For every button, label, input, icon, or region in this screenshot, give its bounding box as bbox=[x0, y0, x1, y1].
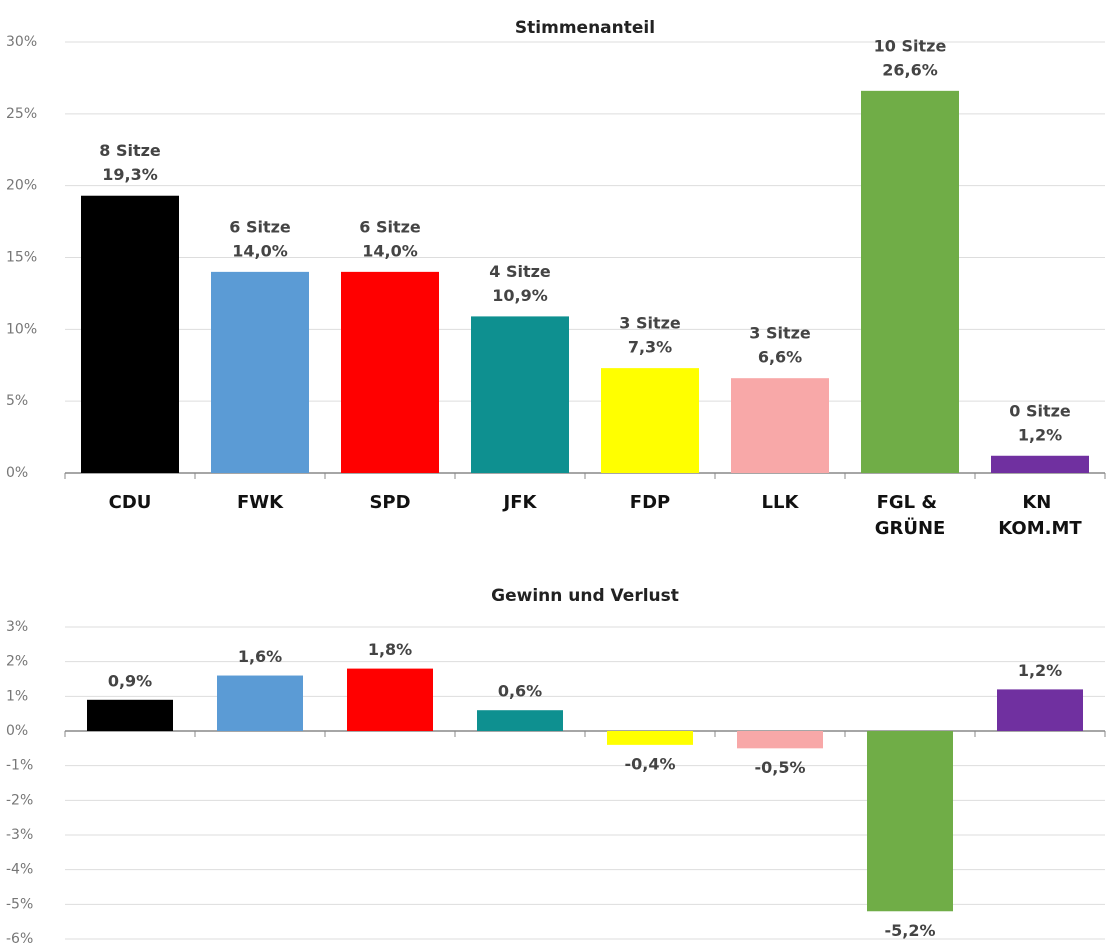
value-label: -0,4% bbox=[624, 754, 675, 773]
y-tick-label: 3% bbox=[6, 619, 28, 635]
seat-label: 6 Sitze bbox=[229, 217, 291, 236]
value-label: -5,2% bbox=[884, 921, 935, 940]
y-tick-label: 1% bbox=[6, 688, 28, 704]
bar bbox=[471, 316, 569, 473]
bar bbox=[477, 710, 563, 731]
seat-label: 8 Sitze bbox=[99, 141, 161, 160]
value-label: 7,3% bbox=[628, 338, 672, 357]
y-tick-label: -5% bbox=[6, 896, 33, 912]
value-label: 1,8% bbox=[368, 640, 412, 659]
y-tick-label: -6% bbox=[6, 931, 33, 944]
y-tick-label: 2% bbox=[6, 654, 28, 670]
value-label: 0,9% bbox=[108, 671, 152, 690]
y-tick-label: 25% bbox=[6, 106, 37, 122]
bar bbox=[731, 378, 829, 473]
bar bbox=[81, 195, 179, 473]
seat-label: 3 Sitze bbox=[619, 314, 681, 333]
seat-label: 4 Sitze bbox=[489, 262, 551, 281]
value-label: -0,5% bbox=[754, 758, 805, 777]
x-tick-label: FDP bbox=[630, 492, 670, 513]
y-tick-label: -4% bbox=[6, 862, 33, 878]
y-tick-label: -3% bbox=[6, 827, 33, 843]
value-label: 26,6% bbox=[882, 60, 938, 79]
x-tick-label: FWK bbox=[237, 492, 284, 513]
bar bbox=[347, 668, 433, 731]
y-tick-label: 0% bbox=[6, 465, 28, 481]
bar bbox=[861, 90, 959, 473]
y-tick-label: 5% bbox=[6, 393, 28, 409]
y-tick-label: 10% bbox=[6, 321, 37, 337]
x-tick-label: SPD bbox=[369, 492, 410, 513]
chart-title: Gewinn und Verlust bbox=[491, 586, 679, 606]
x-tick-label: CDU bbox=[109, 492, 152, 513]
value-label: 1,2% bbox=[1018, 661, 1062, 680]
y-tick-label: -1% bbox=[6, 758, 33, 774]
value-label: 1,6% bbox=[238, 647, 282, 666]
bar bbox=[341, 271, 439, 473]
seat-label: 10 Sitze bbox=[874, 36, 947, 55]
bar bbox=[867, 731, 953, 912]
bar bbox=[87, 699, 173, 731]
bar bbox=[997, 689, 1083, 731]
seat-label: 3 Sitze bbox=[749, 324, 811, 343]
value-label: 14,0% bbox=[362, 241, 418, 260]
chart-title: Stimmenanteil bbox=[515, 18, 655, 38]
x-tick-label: JFK bbox=[502, 492, 538, 513]
bar bbox=[737, 731, 823, 749]
y-tick-label: 30% bbox=[6, 34, 37, 50]
bar bbox=[211, 271, 309, 473]
y-tick-label: 0% bbox=[6, 723, 28, 739]
value-label: 1,2% bbox=[1018, 425, 1062, 444]
y-tick-label: -2% bbox=[6, 792, 33, 808]
value-label: 19,3% bbox=[102, 165, 158, 184]
bar bbox=[217, 675, 303, 731]
y-tick-label: 20% bbox=[6, 178, 37, 194]
x-tick-label: KN KOM.MT bbox=[998, 492, 1082, 539]
seat-label: 6 Sitze bbox=[359, 217, 421, 236]
value-label: 0,6% bbox=[498, 682, 542, 701]
value-label: 10,9% bbox=[492, 286, 548, 305]
seat-label: 0 Sitze bbox=[1009, 401, 1071, 420]
bar bbox=[991, 455, 1089, 473]
y-tick-label: 15% bbox=[6, 250, 37, 266]
bar bbox=[601, 368, 699, 473]
x-tick-label: FGL & GRÜNE bbox=[875, 492, 946, 539]
x-tick-label: LLK bbox=[762, 492, 800, 513]
bar bbox=[607, 731, 693, 745]
value-label: 14,0% bbox=[232, 241, 288, 260]
value-label: 6,6% bbox=[758, 348, 802, 367]
